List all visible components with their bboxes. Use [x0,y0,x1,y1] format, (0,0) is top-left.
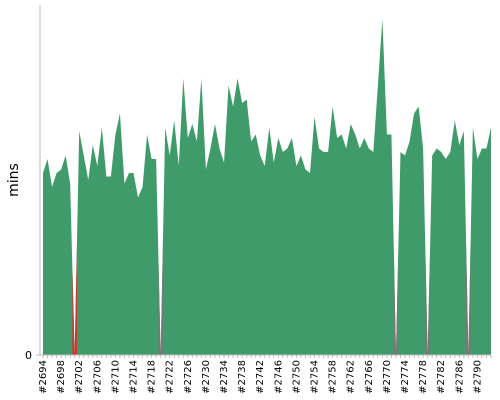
status-segment [466,241,471,355]
area [43,19,491,355]
x-tick-label: #2738 [237,360,248,394]
x-tick-label: #2706 [92,360,103,394]
status-segment [158,241,163,355]
x-tick-label: #2722 [165,360,176,394]
x-tick-label: #2758 [328,360,339,394]
x-tick-label: #2718 [147,360,158,394]
x-tick-label: #2694 [38,360,49,394]
x-tick-label: #2762 [346,360,357,394]
x-tick-label: #2714 [129,360,140,394]
x-tick-label: #2742 [255,360,266,394]
status-segment [393,244,399,355]
x-tick-label: #2750 [291,360,302,394]
y-axis-label: mins [6,163,22,197]
status-segment [72,243,77,355]
x-tick-label: #2770 [382,360,393,394]
x-tick-label: #2702 [74,360,85,394]
x-tick-label: #2734 [219,360,230,394]
status-segment [425,251,430,355]
x-tick-label: #2746 [273,360,284,394]
x-tick-label: #2726 [183,360,194,394]
x-tick-label: #2782 [436,360,447,394]
x-tick-label: #2754 [310,360,321,394]
x-tick-label: #2786 [454,360,465,394]
x-tick-label: #2778 [418,360,429,394]
y-tick-label: 0 [25,349,32,362]
x-tick-label: #2790 [472,360,483,394]
x-tick-label: #2710 [110,360,121,394]
x-tick-label: #2766 [364,360,375,394]
x-tick-label: #2774 [400,360,411,394]
x-tick-label: #2698 [56,360,67,394]
x-tick-label: #2730 [201,360,212,394]
